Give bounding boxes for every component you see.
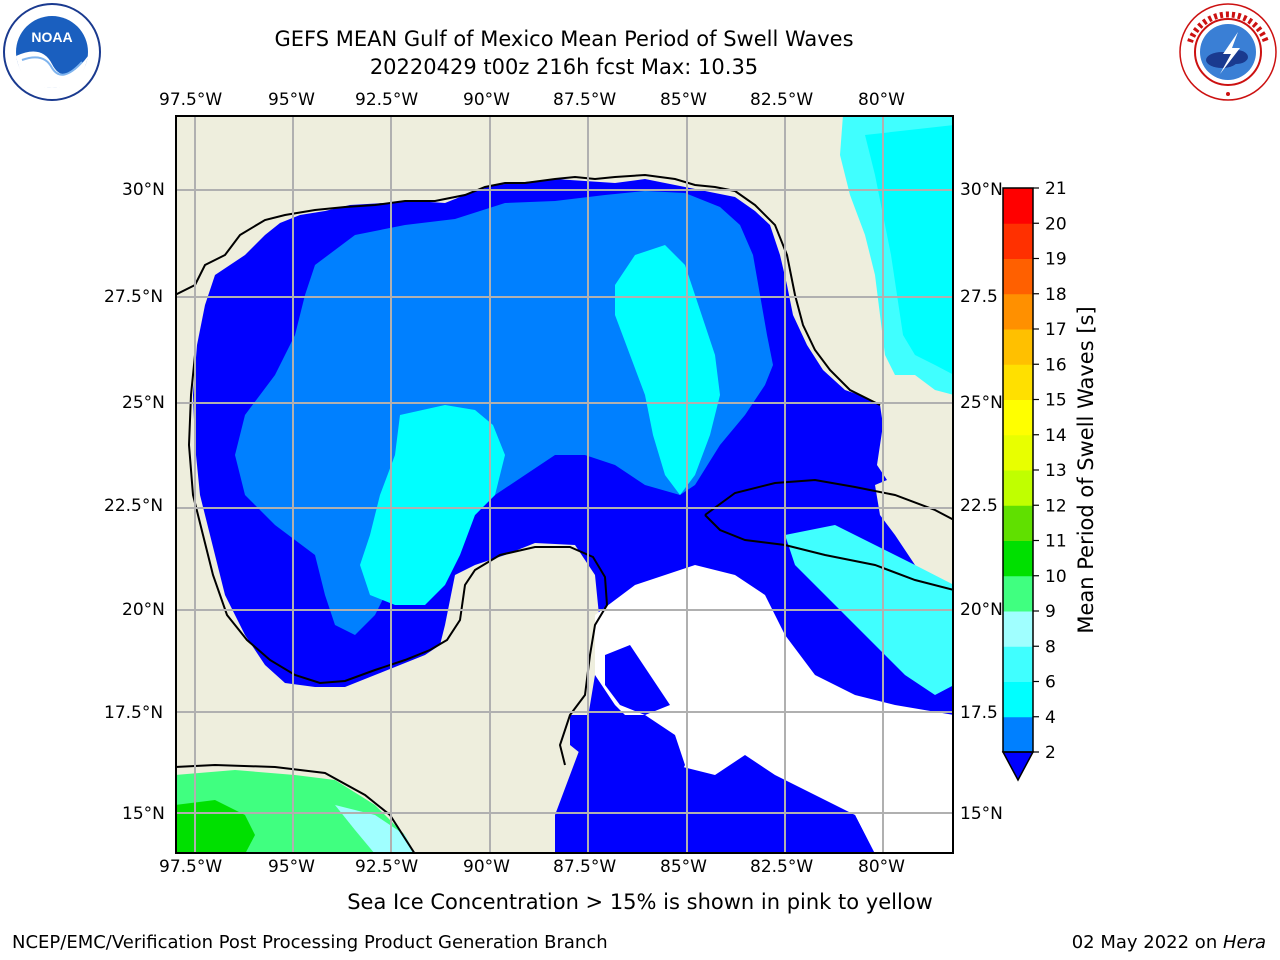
lon-tick-bottom: 95°W bbox=[268, 857, 315, 877]
lat-tick-left: 15°N bbox=[122, 804, 165, 824]
footer-date-text: 02 May 2022 on bbox=[1071, 932, 1223, 953]
lat-tick-left: 25°N bbox=[122, 393, 165, 413]
lat-tick-right: 27.5 bbox=[960, 287, 998, 307]
lon-tick-top: 80°W bbox=[858, 90, 905, 110]
lon-tick-bottom: 82.5°W bbox=[750, 857, 814, 877]
lon-tick-bottom: 97.5°W bbox=[159, 857, 223, 877]
colorbar-tick-label: 18 bbox=[1045, 285, 1067, 305]
colorbar-segment bbox=[1003, 258, 1033, 295]
colorbar-segment bbox=[1003, 646, 1033, 682]
footer-machine: Hera bbox=[1222, 932, 1266, 953]
caribbean-blue-patch-3 bbox=[785, 805, 875, 854]
lon-tick-top: 82.5°W bbox=[750, 90, 814, 110]
caribbean-blue-patch-1 bbox=[570, 715, 685, 785]
colorbar-tick-label: 12 bbox=[1045, 496, 1067, 516]
lon-tick-bottom: 92.5°W bbox=[355, 857, 419, 877]
colorbar-segment bbox=[1003, 575, 1033, 612]
nws-logo bbox=[1179, 3, 1277, 101]
colorbar-segment bbox=[1003, 716, 1033, 753]
colorbar-tick-label: 15 bbox=[1045, 391, 1067, 411]
colorbar-label: Mean Period of Swell Waves [s] bbox=[1074, 306, 1098, 634]
colorbar-tick-label: 9 bbox=[1045, 602, 1056, 622]
colorbar-tick-label: 19 bbox=[1045, 250, 1067, 270]
svg-text:NOAA: NOAA bbox=[31, 29, 72, 45]
colorbar-tick-label: 13 bbox=[1045, 461, 1067, 481]
lon-tick-bottom: 80°W bbox=[858, 857, 905, 877]
caribbean-no-data bbox=[595, 565, 954, 854]
lat-tick-left: 17.5°N bbox=[104, 703, 164, 723]
lat-tick-left: 30°N bbox=[122, 180, 165, 200]
colorbar-segment bbox=[1003, 540, 1033, 577]
lon-tick-top: 97.5°W bbox=[159, 90, 223, 110]
colorbar-segment bbox=[1003, 681, 1033, 718]
lon-tick-top: 95°W bbox=[268, 90, 315, 110]
lat-tick-right: 22.5 bbox=[960, 496, 998, 516]
lat-tick-left: 22.5°N bbox=[104, 496, 164, 516]
chart-subtitle: 20220429 t00z 216h fcst Max: 10.35 bbox=[369, 55, 759, 79]
colorbar-segment bbox=[1003, 399, 1033, 436]
map-frame bbox=[175, 115, 954, 854]
mexico-coastline bbox=[187, 354, 609, 766]
gulf-coastline bbox=[175, 173, 881, 406]
colorbar-extend-arrow bbox=[1001, 751, 1035, 782]
colorbar-tick-label: 10 bbox=[1045, 567, 1067, 587]
period-4-6s-east bbox=[615, 245, 720, 495]
colorbar-tick-label: 14 bbox=[1045, 426, 1067, 446]
lat-tick-right: 25°N bbox=[960, 393, 1003, 413]
footer-branch: NCEP/EMC/Verification Post Processing Pr… bbox=[12, 932, 608, 953]
lon-tick-bottom: 87.5°W bbox=[553, 857, 617, 877]
colorbar-segment bbox=[1003, 505, 1033, 541]
colorbar-segment bbox=[1003, 188, 1033, 224]
lon-tick-top: 92.5°W bbox=[355, 90, 419, 110]
colorbar-segment bbox=[1003, 223, 1033, 259]
period-4-6s-central bbox=[360, 405, 505, 605]
atlantic-swell-inner bbox=[865, 125, 954, 375]
lat-tick-left: 20°N bbox=[122, 600, 165, 620]
map-gridlines bbox=[175, 115, 954, 854]
footer-date: 02 May 2022 on Hera bbox=[1072, 932, 1266, 953]
colorbar: 2 4 6 8 9 10 11 12 13 14 15 16 17 18 19 20 21 bbox=[1001, 180, 1067, 782]
caribbean-blue-patch-2 bbox=[605, 645, 670, 715]
lon-tick-top: 87.5°W bbox=[553, 90, 617, 110]
colorbar-tick-label: 11 bbox=[1045, 532, 1067, 552]
lat-tick-right: 15°N bbox=[960, 804, 1003, 824]
noaa-logo: NOAA bbox=[3, 3, 101, 101]
lat-tick-left: 27.5°N bbox=[104, 287, 164, 307]
lon-tick-top: 85°W bbox=[660, 90, 707, 110]
colorbar-segment bbox=[1003, 611, 1033, 647]
pacific-swell-edge bbox=[335, 805, 415, 854]
colorbar-segment bbox=[1003, 364, 1033, 400]
colorbar-tick-label: 21 bbox=[1045, 180, 1067, 199]
colorbar-segment bbox=[1003, 434, 1033, 471]
colorbar-tick-label: 2 bbox=[1045, 743, 1056, 763]
colorbar-segment bbox=[1003, 470, 1033, 506]
colorbar-tick-label: 17 bbox=[1045, 320, 1067, 340]
colorbar-tick-label: 6 bbox=[1045, 673, 1056, 693]
colorbar-segment bbox=[1003, 329, 1033, 365]
sea-ice-note: Sea Ice Concentration > 15% is shown in … bbox=[347, 890, 933, 914]
lon-tick-bottom: 90°W bbox=[463, 857, 510, 877]
colorbar-tick-label: 20 bbox=[1045, 214, 1067, 234]
colorbar-tick-label: 8 bbox=[1045, 637, 1056, 657]
lat-tick-right: 17.5 bbox=[960, 703, 998, 723]
lat-tick-right: 20°N bbox=[960, 600, 1003, 620]
gulf-of-mexico-map bbox=[175, 115, 954, 854]
colorbar-tick-label: 4 bbox=[1045, 708, 1056, 728]
colorbar-segment bbox=[1003, 293, 1033, 330]
lat-tick-right: 30°N bbox=[960, 180, 1003, 200]
chart-title: GEFS MEAN Gulf of Mexico Mean Period of … bbox=[274, 27, 854, 51]
colorbar-tick-label: 16 bbox=[1045, 355, 1067, 375]
lon-tick-top: 90°W bbox=[463, 90, 510, 110]
lon-tick-bottom: 85°W bbox=[660, 857, 707, 877]
